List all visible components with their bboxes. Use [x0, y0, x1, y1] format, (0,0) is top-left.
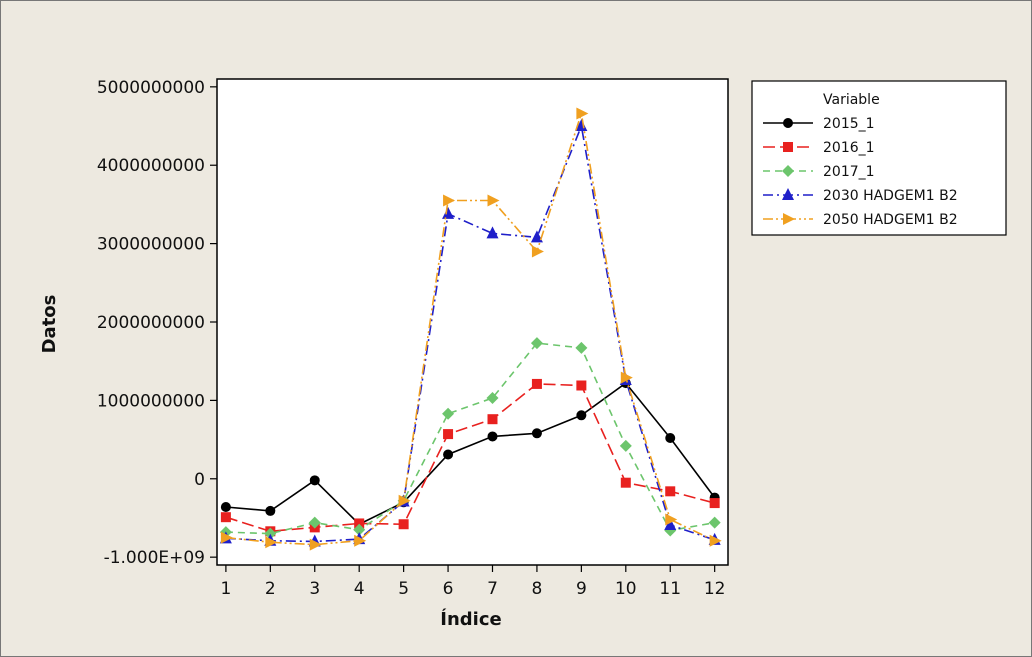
data-point [309, 538, 322, 551]
data-point [620, 371, 633, 384]
legend-item: 2030 HADGEM1 B2 [763, 188, 958, 204]
y-tick-label: 1000000000 [97, 391, 205, 411]
data-point [265, 536, 278, 549]
data-point [665, 513, 678, 526]
data-point [531, 245, 544, 258]
data-point [442, 206, 455, 219]
y-tick-label: -1.000E+09 [104, 548, 205, 568]
data-point [665, 433, 676, 444]
series-2050-hadgem1-b2 [220, 107, 722, 551]
data-point [308, 516, 321, 529]
data-point [487, 194, 500, 207]
x-tick-label: 9 [576, 579, 587, 599]
x-tick-label: 6 [443, 579, 454, 599]
y-tick-label: 4000000000 [97, 156, 205, 176]
x-tick-label: 10 [615, 579, 637, 599]
series-layer [219, 107, 722, 551]
x-tick-label: 1 [220, 579, 231, 599]
y-tick-label: 0 [194, 470, 205, 490]
x-tick-label: 7 [487, 579, 498, 599]
series-line [225, 113, 716, 546]
x-tick-label: 2 [265, 579, 276, 599]
data-point [620, 477, 631, 488]
series-line [225, 123, 715, 543]
data-point [443, 194, 456, 207]
legend-marker [783, 142, 793, 152]
data-point [576, 107, 589, 120]
data-point [486, 392, 499, 405]
data-point [220, 531, 233, 544]
data-point [709, 498, 720, 509]
data-point [619, 439, 632, 452]
data-point [531, 378, 542, 389]
legend-item: 2050 HADGEM1 B2 [763, 212, 958, 228]
y-tick-label: 2000000000 [97, 313, 205, 333]
y-tick-label: 5000000000 [97, 78, 205, 98]
data-point [664, 518, 677, 531]
legend-label: 2017_1 [823, 164, 875, 180]
x-axis-title: Índice [440, 608, 501, 630]
data-point [486, 226, 499, 239]
data-point [264, 527, 277, 540]
legend-marker [783, 213, 795, 225]
data-point [576, 410, 587, 421]
data-point [353, 523, 366, 536]
data-point [576, 380, 587, 391]
data-point [665, 486, 676, 497]
legend-item: 2017_1 [763, 164, 875, 180]
data-point [530, 337, 543, 350]
legend-marker [782, 165, 794, 177]
y-tick-label: 3000000000 [97, 235, 205, 255]
series-line [225, 382, 716, 526]
x-tick-label: 4 [354, 579, 365, 599]
data-point [530, 230, 543, 243]
legend-label: 2015_1 [823, 116, 875, 132]
legend-title: Variable [823, 92, 880, 108]
data-point [354, 518, 365, 529]
legend-marker [782, 188, 794, 200]
x-axis: 1 2 3 4 5 6 7 8 9 10 11 12 [220, 565, 725, 599]
x-tick-label: 3 [309, 579, 320, 599]
legend-label: 2030 HADGEM1 B2 [823, 188, 958, 204]
data-point [708, 516, 721, 529]
data-point [575, 341, 588, 354]
x-tick-label: 11 [659, 579, 681, 599]
legend: Variable 2015_1 2016_1 2017_1 2030 HADGEM1 … [751, 80, 1007, 236]
x-tick-label: 5 [398, 579, 409, 599]
data-point [398, 519, 409, 530]
data-point [487, 414, 498, 425]
data-point [309, 475, 320, 486]
data-point [220, 501, 231, 512]
legend-item: 2016_1 [763, 140, 875, 156]
data-point [709, 534, 722, 547]
data-point [487, 431, 498, 442]
legend-label: 2050 HADGEM1 B2 [823, 212, 958, 228]
legend-marker [783, 118, 793, 128]
data-point [531, 428, 542, 439]
data-point [265, 505, 276, 516]
data-point [354, 534, 367, 547]
legend-label: 2016_1 [823, 140, 875, 156]
y-axis: -1.000E+09 0 1000000000 2000000000 300000000… [97, 78, 217, 568]
x-tick-label: 12 [704, 579, 726, 599]
x-tick-label: 8 [532, 579, 543, 599]
plot-area [216, 78, 729, 566]
data-point [220, 512, 231, 523]
data-point [398, 494, 411, 507]
data-point [443, 429, 454, 440]
series-2015-1 [220, 378, 720, 530]
legend-items: 2015_1 2016_1 2017_1 2030 HADGEM1 B2 2050 HA… [763, 116, 958, 228]
legend-box [751, 80, 1007, 236]
legend-item: 2015_1 [763, 116, 875, 132]
data-point [443, 449, 454, 460]
data-point [442, 407, 455, 420]
y-axis-title: Datos [39, 295, 60, 354]
